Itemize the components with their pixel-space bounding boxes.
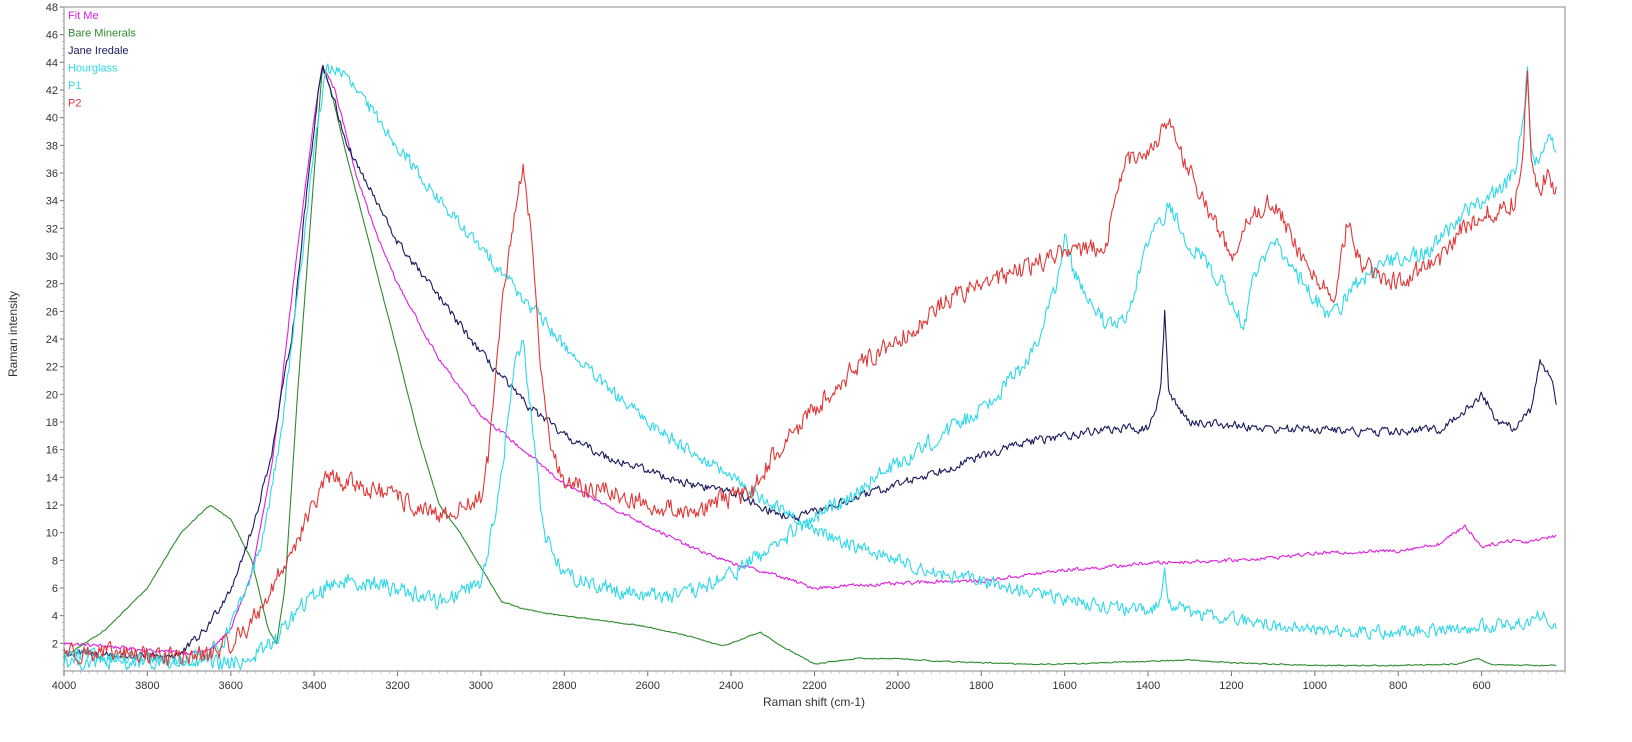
x-tick-label: 1800	[969, 680, 993, 692]
y-tick-label: 32	[46, 223, 58, 235]
x-tick-label: 1600	[1052, 680, 1076, 692]
y-axis-title: Raman intensity	[6, 291, 20, 377]
y-tick-label: 48	[46, 2, 58, 14]
series-layer	[63, 63, 1557, 671]
x-tick-label: 3400	[302, 680, 326, 692]
y-tick-label: 24	[46, 334, 58, 346]
plot-frame	[63, 6, 1566, 672]
x-tick-label: 3800	[135, 680, 159, 692]
y-tick-label: 10	[46, 528, 58, 540]
x-tick-label: 3200	[385, 680, 409, 692]
series-line-p2	[63, 70, 1557, 667]
y-axis: 2468101214161820222426283032343638404244…	[46, 2, 64, 672]
y-tick-label: 8	[52, 555, 58, 567]
x-tick-label: 2200	[802, 680, 826, 692]
legend-entry: Hourglass	[68, 63, 118, 75]
y-tick-label: 16	[46, 445, 58, 457]
y-tick-label: 30	[46, 251, 58, 263]
x-tick-label: 2800	[552, 680, 576, 692]
x-axis-title: Raman shift (cm-1)	[763, 695, 865, 709]
y-tick-label: 2	[52, 638, 58, 650]
x-axis: 4000 3800 3600 3400 3200 3000 2800 2600 2400 2200…	[52, 671, 1566, 692]
legend-entry: P2	[68, 98, 81, 110]
x-tick-label: 800	[1389, 680, 1407, 692]
x-tick-label: 1000	[1303, 680, 1327, 692]
y-tick-label: 26	[46, 306, 58, 318]
x-tick-label: 600	[1472, 680, 1490, 692]
y-tick-label: 42	[46, 85, 58, 97]
y-tick-label: 6	[52, 583, 58, 595]
y-tick-label: 34	[46, 196, 58, 208]
series-line-fit-me	[63, 65, 1557, 656]
y-tick-label: 4	[52, 611, 58, 623]
y-tick-label: 40	[46, 113, 58, 125]
legend-entry: Bare Minerals	[68, 28, 136, 40]
y-tick-label: 22	[46, 362, 58, 374]
x-tick-label: 2400	[719, 680, 743, 692]
y-tick-label: 14	[46, 472, 58, 484]
series-line-jane-iredale	[63, 64, 1557, 660]
y-tick-label: 36	[46, 168, 58, 180]
x-tick-label: 2000	[886, 680, 910, 692]
y-tick-label: 28	[46, 279, 58, 291]
x-tick-label: 4000	[52, 680, 76, 692]
x-tick-label: 1200	[1219, 680, 1243, 692]
x-tick-label: 1400	[1136, 680, 1160, 692]
y-tick-label: 12	[46, 500, 58, 512]
y-tick-label: 44	[46, 57, 58, 69]
y-tick-label: 18	[46, 417, 58, 429]
legend: Fit Me Bare Minerals Jane Iredale Hourglass…	[68, 10, 136, 110]
legend-entry: Jane Iredale	[68, 45, 129, 57]
x-tick-label: 3000	[469, 680, 493, 692]
series-line-hourglass	[63, 63, 1557, 667]
legend-entry: P1	[68, 80, 81, 92]
y-tick-label: 46	[46, 30, 58, 42]
x-tick-label: 3600	[219, 680, 243, 692]
series-line-p1	[63, 66, 1557, 671]
x-tick-label: 2600	[635, 680, 659, 692]
legend-entry: Fit Me	[68, 10, 99, 22]
y-tick-label: 38	[46, 140, 58, 152]
series-line-bare-minerals	[63, 65, 1557, 667]
y-tick-label: 20	[46, 389, 58, 401]
